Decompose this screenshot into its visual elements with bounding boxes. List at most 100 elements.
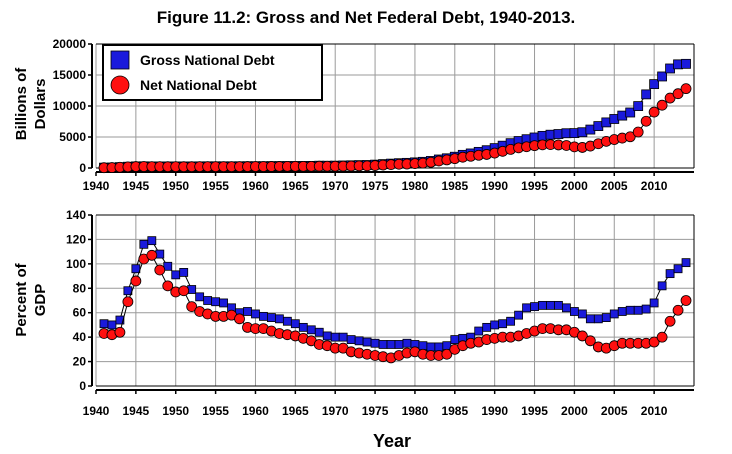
gross-debt-point [538, 300, 547, 310]
gross-debt-point [107, 320, 117, 330]
gross-debt-point [617, 307, 627, 316]
net-debt-point [680, 83, 692, 95]
panel-2: 0 20 40 60 80 100 120 140 1940 1945 1950 1955 1960 19… [13, 208, 695, 451]
gross-debt-point [243, 307, 252, 316]
gross-debt-point [570, 307, 579, 316]
y-axis-title: Dollars [32, 79, 49, 130]
gross-debt-point [171, 270, 181, 280]
gross-debt-point [330, 332, 340, 342]
net-debt-point [624, 131, 636, 143]
gross-debt-point [306, 325, 316, 335]
x-tick-label: 2000 [561, 179, 588, 193]
net-debt-point [656, 331, 668, 343]
gross-debt-point [625, 305, 635, 315]
gross-debt-point [115, 315, 125, 325]
gross-debt-point [139, 239, 149, 249]
net-debt-point [672, 304, 684, 316]
panel-1: 0 5000 10000 15000 20000 1940 1945 1950 1955 1960… [13, 37, 695, 193]
net-debt-point [656, 99, 668, 111]
gross-debt-point [522, 303, 531, 313]
x-tick-label: 1970 [322, 404, 349, 418]
y-tick-label: 140 [66, 208, 86, 222]
gross-debt-point [298, 322, 308, 332]
x-tick-label: 1980 [402, 404, 429, 418]
gross-debt-point [259, 311, 268, 321]
gross-debt-point [290, 319, 300, 329]
net-debt-point [146, 249, 158, 261]
gross-debt-point [354, 336, 364, 346]
y-tick-label: 20 [73, 355, 87, 369]
gross-debt-point [346, 335, 356, 344]
gross-debt-point [482, 322, 492, 332]
x-tick-label: 1965 [282, 404, 309, 418]
figure-title: Figure 11.2: Gross and Net Federal Debt,… [156, 8, 576, 27]
gross-debt-point [434, 342, 444, 352]
gross-debt-point [625, 107, 636, 118]
x-tick-label: 1960 [242, 404, 269, 418]
gross-debt-point [657, 71, 668, 82]
gross-debt-point [546, 300, 555, 310]
net-debt-point [640, 115, 652, 127]
net-debt-point [441, 348, 453, 360]
net-debt-point [680, 295, 692, 306]
gross-debt-point [267, 313, 276, 323]
x-tick-label: 1975 [362, 179, 389, 193]
legend: Gross National Debt Net National Debt [102, 44, 323, 101]
gross-debt-point [490, 320, 500, 330]
x-tick-label: 1985 [441, 404, 468, 418]
x-tick-label: 1950 [162, 179, 189, 193]
gross-debt-point [633, 305, 643, 315]
gross-debt-point [450, 335, 460, 344]
net-debt-point [576, 330, 588, 342]
y-tick-label: 20000 [53, 37, 87, 51]
gross-debt-point [282, 316, 292, 326]
gross-debt-point [641, 304, 651, 314]
gross-debt-point [426, 342, 436, 352]
gross-debt-point [530, 302, 539, 312]
net-debt-point [664, 315, 676, 327]
y-tick-label: 80 [73, 281, 87, 295]
gross-debt-point [609, 309, 619, 319]
x-tick-label: 2005 [601, 404, 628, 418]
gross-debt-point [641, 89, 652, 100]
gross-debt-point [131, 264, 141, 274]
x-tick-label: 1980 [402, 179, 429, 193]
gross-debt-point [402, 338, 412, 348]
net-debt-point [632, 126, 644, 138]
x-axis-title: Year [373, 431, 411, 451]
gross-debt-point [370, 338, 380, 348]
gross-debt-point [673, 264, 683, 274]
x-tick-label: 2005 [601, 179, 628, 193]
legend-circle-icon [110, 75, 130, 95]
gross-debt-point [474, 326, 484, 336]
x-tick-label: 1940 [83, 179, 110, 193]
net-debt-point [178, 285, 190, 297]
legend-square-icon [110, 50, 130, 70]
gross-debt-point [649, 79, 660, 90]
y-tick-label: 40 [73, 330, 87, 344]
gross-debt-point [386, 340, 396, 349]
x-tick-label: 1985 [441, 179, 468, 193]
gross-debt-point [322, 331, 332, 341]
net-debt-point [114, 326, 126, 338]
y-tick-label: 120 [66, 232, 86, 246]
net-debt-point [234, 313, 245, 325]
gross-debt-point [601, 313, 611, 323]
x-tick-label: 1955 [202, 404, 229, 418]
legend-label: Net National Debt [140, 77, 257, 93]
gross-debt-point [338, 332, 348, 342]
x-tick-label: 1945 [123, 404, 150, 418]
y-tick-label: 100 [66, 257, 86, 271]
gross-debt-point [362, 337, 372, 347]
x-tick-label: 1995 [521, 404, 548, 418]
gross-debt-point [195, 292, 205, 302]
x-tick-label: 2010 [641, 179, 668, 193]
y-tick-label: 15000 [53, 68, 87, 82]
x-tick-label: 1940 [83, 404, 110, 418]
gross-debt-point [394, 340, 404, 349]
x-tick-label: 1965 [282, 179, 309, 193]
gross-debt-point [179, 268, 189, 277]
net-debt-point [648, 106, 660, 118]
x-tick-label: 2000 [561, 404, 588, 418]
gross-debt-point [657, 281, 667, 291]
